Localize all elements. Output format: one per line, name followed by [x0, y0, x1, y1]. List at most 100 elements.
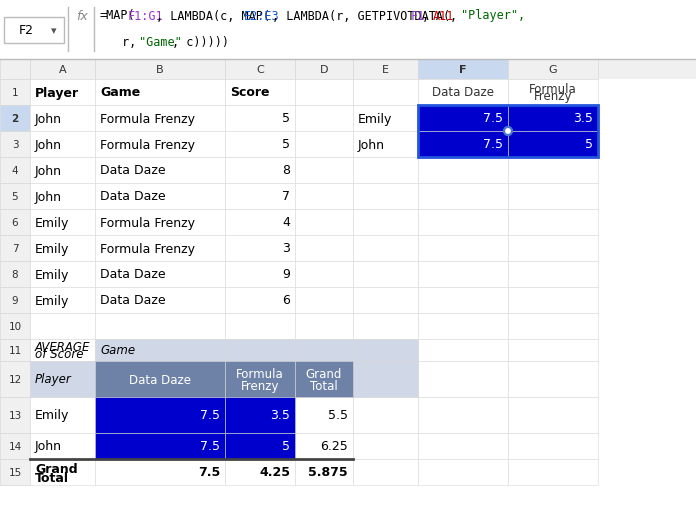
Bar	[30, 262, 95, 288]
Text: r,: r,	[122, 36, 143, 48]
Text: Grand: Grand	[306, 367, 342, 380]
Bar	[353, 236, 418, 262]
Bar	[508, 314, 598, 340]
Bar	[353, 433, 418, 459]
Bar	[508, 106, 598, 132]
Bar	[508, 459, 598, 485]
Bar	[0, 184, 30, 210]
Text: Game: Game	[100, 87, 141, 99]
Bar	[508, 397, 598, 433]
Text: 3.5: 3.5	[573, 112, 593, 125]
Bar	[353, 184, 418, 210]
Text: 7.5: 7.5	[198, 466, 220, 478]
Bar	[30, 433, 95, 459]
Bar	[295, 361, 353, 397]
Bar	[418, 236, 508, 262]
Bar	[418, 158, 508, 184]
Bar	[418, 132, 508, 158]
Text: Emily: Emily	[358, 112, 393, 125]
Text: Formula: Formula	[529, 82, 577, 95]
Text: E: E	[382, 65, 389, 75]
Bar	[95, 433, 225, 459]
Text: =MAP(: =MAP(	[100, 10, 136, 22]
Text: Game: Game	[100, 344, 135, 357]
Bar	[353, 340, 418, 361]
Bar	[0, 361, 30, 397]
Bar	[0, 80, 30, 106]
Bar	[295, 314, 353, 340]
Text: 5: 5	[282, 112, 290, 125]
Text: A11: A11	[433, 10, 454, 22]
Bar	[418, 288, 508, 314]
Bar	[4, 18, 64, 44]
Text: , LAMBDA(c, MAP(: , LAMBDA(c, MAP(	[155, 10, 269, 22]
Bar	[0, 397, 30, 433]
Text: fx: fx	[76, 10, 88, 22]
Text: Emily: Emily	[35, 268, 70, 281]
Bar	[225, 132, 295, 158]
Text: 6.25: 6.25	[320, 440, 348, 453]
Bar	[95, 397, 225, 433]
Bar	[95, 184, 225, 210]
Bar	[508, 184, 598, 210]
Text: 2: 2	[11, 114, 19, 124]
Text: Player: Player	[35, 373, 72, 386]
Text: 4: 4	[12, 165, 18, 176]
Text: Formula: Formula	[236, 367, 284, 380]
Bar	[225, 361, 295, 397]
Text: F2: F2	[19, 24, 33, 38]
Bar	[95, 361, 225, 397]
Text: 4: 4	[282, 216, 290, 229]
Text: Formula Frenzy: Formula Frenzy	[100, 242, 195, 255]
Text: 10: 10	[8, 321, 22, 331]
Bar	[0, 60, 696, 80]
Bar	[95, 158, 225, 184]
Bar	[225, 397, 295, 433]
Text: 7: 7	[12, 243, 18, 253]
Text: F1:G1: F1:G1	[128, 10, 164, 22]
Text: John: John	[35, 190, 62, 203]
Bar	[225, 184, 295, 210]
Bar	[295, 262, 353, 288]
Text: 5: 5	[282, 138, 290, 151]
Bar	[418, 459, 508, 485]
Text: 5: 5	[12, 191, 18, 202]
Bar	[295, 340, 353, 361]
Text: John: John	[35, 138, 62, 151]
Bar	[30, 459, 95, 485]
Text: 5: 5	[585, 138, 593, 151]
Text: 5.5: 5.5	[328, 409, 348, 421]
Bar	[95, 361, 225, 397]
Bar	[95, 397, 225, 433]
Text: 14: 14	[8, 441, 22, 451]
Bar	[353, 80, 418, 106]
Bar	[295, 158, 353, 184]
Bar	[30, 340, 95, 361]
Bar	[295, 397, 353, 433]
Bar	[508, 80, 598, 106]
Bar	[225, 459, 295, 485]
Bar	[508, 433, 598, 459]
Bar	[295, 236, 353, 262]
Bar	[95, 433, 225, 459]
Text: 7.5: 7.5	[483, 138, 503, 151]
Bar	[295, 80, 353, 106]
Bar	[418, 210, 508, 236]
Bar	[30, 210, 95, 236]
Bar	[353, 340, 418, 361]
Bar	[418, 314, 508, 340]
Bar	[295, 340, 353, 361]
Bar	[353, 262, 418, 288]
Text: 7.5: 7.5	[483, 112, 503, 125]
Bar	[30, 397, 95, 433]
Bar	[95, 132, 225, 158]
Text: Data Daze: Data Daze	[100, 164, 166, 177]
Bar	[30, 314, 95, 340]
Bar	[225, 80, 295, 106]
Bar	[30, 361, 95, 397]
Bar	[30, 184, 95, 210]
Bar	[418, 106, 598, 158]
Bar	[353, 60, 418, 80]
Bar	[225, 236, 295, 262]
Text: 3.5: 3.5	[270, 409, 290, 421]
